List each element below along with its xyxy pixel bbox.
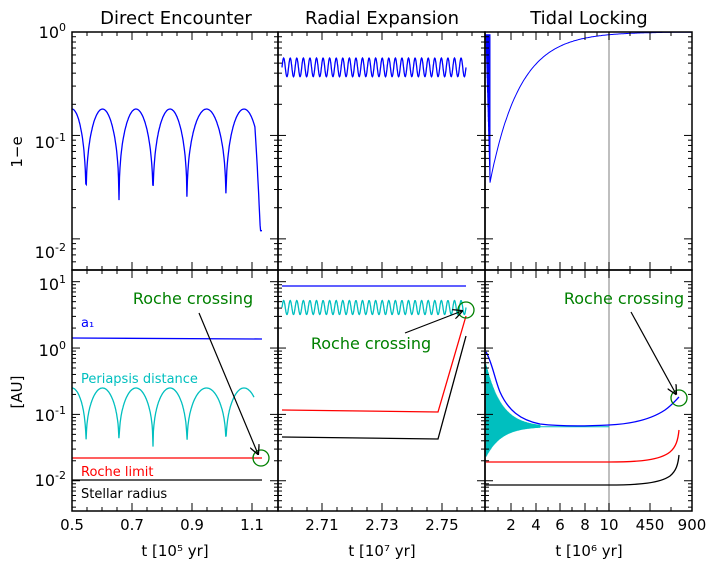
xtick-label-1.1: 1.1: [240, 516, 264, 534]
xlabel-direct: t [10⁵ yr]: [141, 542, 208, 560]
legend-a1-label: a₁: [81, 316, 94, 331]
legend-roche-label: Roche limit: [81, 465, 154, 480]
legend-stellar-label: Stellar radius: [81, 487, 167, 502]
de-annotation-arrow: [198, 312, 258, 454]
axis-ticks: [71, 31, 693, 511]
de-periapsis-line: [72, 387, 255, 447]
xtick-label-6: 6: [555, 516, 565, 534]
ytick-label-top-1e-2: 10-2: [35, 241, 66, 262]
xtick-label-2.71: 2.71: [305, 516, 338, 534]
xtick-label-2.73: 2.73: [365, 516, 398, 534]
xtick-label-0.7: 0.7: [120, 516, 144, 534]
radial-expansion-eccentricity-line: [281, 56, 467, 78]
ytick-label-bot-1e-1: 10-1: [35, 404, 66, 425]
bottom-ylabel: [AU]: [8, 376, 26, 409]
xlabel-radial: t [10⁷ yr]: [348, 542, 415, 560]
panel-title-tidal-locking: Tidal Locking: [529, 8, 648, 29]
tl-roche-crossing-label: Roche crossing: [564, 289, 684, 308]
direct-encounter-eccentricity-line: [71, 108, 262, 232]
tl-stellar-line: [486, 454, 680, 486]
tidal-locking-eccentricity-line: [485, 31, 692, 183]
xtick-label-4: 4: [531, 516, 541, 534]
tl-roche-line: [486, 429, 680, 463]
bottom-ytick-labels: 101 100 10-1 10-2: [35, 273, 66, 490]
ytick-label-bot-1e-2: 10-2: [35, 469, 66, 490]
xlabel-tidal: t [10⁶ yr]: [555, 542, 622, 560]
xtick-label-900: 900: [678, 516, 707, 534]
panel-frame-r0c2: [484, 31, 693, 271]
tl-a1-line: [485, 351, 680, 427]
re-annotation-arrow: [404, 311, 462, 334]
tl-roche-crossing-marker: [670, 389, 688, 407]
xtick-label-450: 450: [636, 516, 665, 534]
panel-frame-r0c0: [71, 31, 279, 271]
tl-periapsis-line: [485, 364, 609, 457]
xtick-label-8: 8: [580, 516, 590, 534]
panel-title-direct-encounter: Direct Encounter: [100, 8, 252, 29]
xtick-label-2: 2: [506, 516, 516, 534]
ytick-label-bot-1e0: 100: [39, 339, 66, 360]
xtick-labels: 0.5 0.7 0.9 1.1 2.71 2.73 2.75 2 4 6 8 1…: [60, 516, 706, 534]
de-roche-crossing-label: Roche crossing: [133, 289, 253, 308]
top-ylabel: 1−e: [8, 136, 26, 167]
de-roche-crossing-marker: [252, 449, 270, 467]
panel-frame-r0c1: [277, 31, 486, 271]
xtick-label-2.75: 2.75: [425, 516, 458, 534]
top-ytick-labels: 100 10-1 10-2: [35, 21, 66, 262]
ytick-label-top-1e-1: 10-1: [35, 131, 66, 152]
de-a1-line: [71, 337, 263, 340]
panel-frame-r1c2: [484, 269, 693, 512]
xtick-label-0.9: 0.9: [180, 516, 204, 534]
re-periapsis-line: [281, 299, 467, 316]
tl-annotation-arrow: [630, 311, 676, 394]
legend-periapsis-label: Periapsis distance: [81, 372, 198, 387]
ytick-label-bot-1e1: 101: [39, 273, 66, 294]
panel-frames: [71, 31, 693, 512]
panel-title-radial-expansion: Radial Expansion: [305, 8, 459, 29]
xtick-label-0.5: 0.5: [60, 516, 84, 534]
re-stellar-line: [281, 335, 467, 440]
re-roche-crossing-label: Roche crossing: [311, 334, 431, 353]
ytick-label-top-1e0: 100: [39, 21, 66, 42]
re-roche-line: [281, 315, 467, 413]
xtick-label-10: 10: [599, 516, 618, 534]
